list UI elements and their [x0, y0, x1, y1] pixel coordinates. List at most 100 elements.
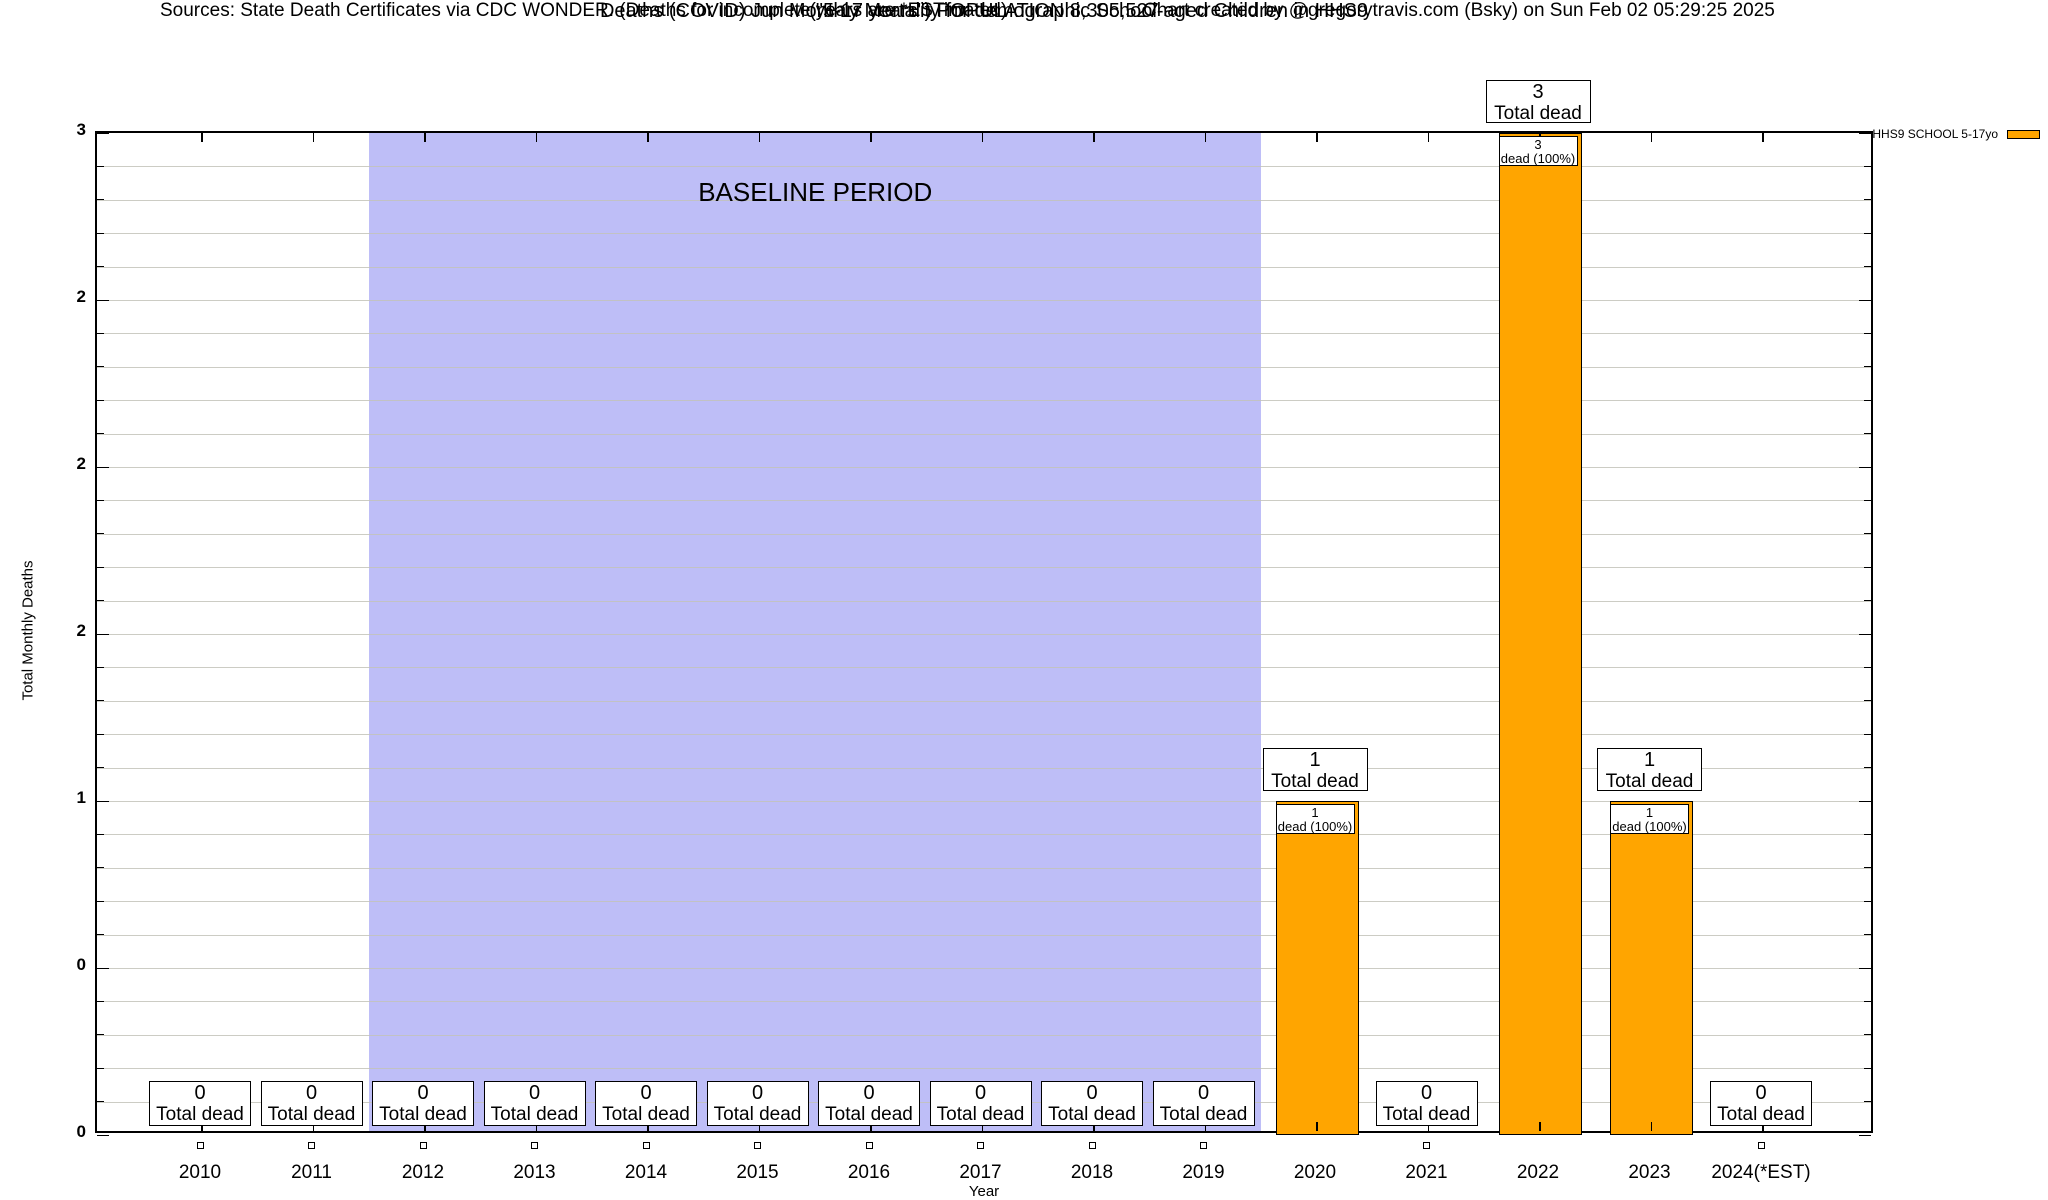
- dead-pct-text: dead (100%): [1612, 819, 1687, 834]
- y-axis-minor-tick: [1864, 566, 1871, 568]
- y-axis-minor-tick: [97, 633, 104, 635]
- x-axis-tick: [1650, 133, 1653, 142]
- x-tick-label: 2012: [401, 1162, 445, 1183]
- y-axis-minor-tick: [1864, 600, 1871, 602]
- y-axis-minor-tick: [97, 666, 104, 668]
- total-dead-text: Total dead: [1605, 771, 1694, 792]
- x-axis-tick: [424, 133, 426, 142]
- bar-2023: [1610, 801, 1693, 1135]
- zero-point-marker-2015: [754, 1142, 761, 1149]
- dead-pct-box-2020: 1 dead (100%): [1275, 804, 1355, 834]
- x-axis-tick: [201, 1122, 203, 1131]
- total-dead-value: 0: [305, 1082, 318, 1104]
- x-tick-label: 2017: [959, 1162, 1002, 1183]
- y-axis-minor-tick: [97, 266, 104, 268]
- x-tick-label: 2020: [1293, 1162, 1337, 1183]
- zero-point-marker-2024(*EST): [1757, 1142, 1765, 1149]
- x-axis-tick: [201, 133, 203, 142]
- y-axis-minor-tick: [97, 199, 104, 201]
- grid-line: [97, 600, 1871, 602]
- y-axis-minor-tick: [1864, 1067, 1871, 1069]
- x-tick-label: 2014: [624, 1162, 668, 1183]
- x-axis-tick: [1316, 133, 1318, 142]
- grid-line: [97, 199, 1871, 201]
- chart-subtitle: ("5-17 years") POPULATION 8,305,527: [809, 0, 1159, 22]
- total-dead-text: Total dead: [156, 1104, 244, 1125]
- x-axis-tick: [647, 133, 649, 142]
- x-tick-label: 2024(*EST): [1711, 1162, 1811, 1183]
- legend-color-swatch-icon: [2007, 129, 2040, 139]
- y-axis-minor-tick: [97, 1034, 104, 1036]
- x-axis-tick: [1204, 133, 1207, 142]
- dead-pct-value: 1: [1645, 805, 1654, 820]
- x-tick-label: 2019: [1182, 1162, 1225, 1183]
- y-axis-minor-tick: [97, 800, 104, 802]
- total-dead-value: 0: [974, 1082, 987, 1104]
- total-dead-box-2020: 1 Total dead: [1262, 748, 1368, 792]
- x-axis-tick: [1762, 133, 1764, 142]
- grid-line: [97, 767, 1871, 769]
- grid-line: [97, 333, 1871, 335]
- total-dead-text: Total dead: [1717, 1104, 1805, 1125]
- baseline-period-band: [369, 133, 1262, 1131]
- x-axis-tick: [647, 1122, 649, 1131]
- y-axis-minor-tick: [97, 1067, 104, 1069]
- x-axis-tick: [981, 1122, 984, 1131]
- grid-line: [97, 968, 1871, 969]
- y-axis-minor-tick: [1864, 466, 1871, 468]
- y-axis-minor-tick: [97, 833, 104, 835]
- grid-line: [97, 400, 1871, 402]
- total-dead-value: 0: [863, 1082, 875, 1104]
- total-dead-value: 1: [1309, 749, 1321, 771]
- y-axis-minor-tick: [1864, 767, 1871, 769]
- y-tick-label: 2: [76, 621, 86, 640]
- zero-point-marker-2018: [1088, 1142, 1096, 1149]
- y-tick-label: 1: [76, 788, 86, 807]
- x-axis-tick: [312, 133, 315, 142]
- y-axis-minor-tick: [97, 1000, 104, 1002]
- y-axis-minor-tick: [1864, 666, 1871, 668]
- grid-line: [97, 500, 1871, 502]
- x-axis-tick: [535, 1122, 538, 1131]
- y-axis-minor-tick: [97, 232, 104, 234]
- grid-line: [97, 634, 1871, 635]
- y-axis-minor-tick: [1864, 165, 1871, 167]
- grid-line: [97, 867, 1871, 869]
- x-axis-tick: [1316, 1122, 1318, 1131]
- total-dead-box-2016: 0 Total dead: [818, 1081, 920, 1126]
- total-dead-value: 0: [1420, 1082, 1433, 1104]
- x-tick-label: 2018: [1070, 1162, 1114, 1183]
- y-axis-minor-tick: [97, 600, 104, 602]
- y-axis-tick: [1859, 132, 1871, 134]
- x-tick-label: 2010: [178, 1162, 222, 1183]
- y-axis-minor-tick: [1864, 266, 1871, 268]
- grid-line: [97, 366, 1871, 368]
- total-dead-box-2017: 0 Total dead: [929, 1081, 1032, 1126]
- y-axis-minor-tick: [1864, 934, 1871, 936]
- y-axis-minor-tick: [97, 900, 104, 902]
- total-dead-box-2024(*EST): 0 Total dead: [1710, 1081, 1812, 1126]
- total-dead-text: Total dead: [1271, 771, 1359, 792]
- total-dead-box-2019: 0 Total dead: [1152, 1081, 1255, 1126]
- zero-point-marker-2013: [531, 1142, 538, 1149]
- x-tick-label: 2023: [1628, 1162, 1671, 1183]
- y-axis-minor-tick: [97, 967, 104, 969]
- y-axis-tick: [97, 1134, 109, 1136]
- total-dead-value: 0: [1197, 1082, 1210, 1104]
- total-dead-text: Total dead: [379, 1104, 467, 1125]
- y-axis-tick: [1859, 1134, 1871, 1136]
- chart-title: Deaths (COVID) Jun Monthly Mortality for…: [599, 0, 1369, 22]
- total-dead-value: 0: [640, 1082, 652, 1104]
- y-axis-minor-tick: [97, 733, 104, 735]
- total-dead-value: 0: [751, 1082, 764, 1104]
- grid-line: [97, 300, 1871, 301]
- x-axis-tick: [1427, 1122, 1430, 1131]
- zero-point-marker-2019: [1200, 1142, 1207, 1149]
- y-axis-minor-tick: [97, 1101, 104, 1103]
- y-axis-minor-tick: [1864, 433, 1871, 435]
- total-dead-box-2023: 1 Total dead: [1597, 748, 1702, 792]
- baseline-period-label: BASELINE PERIOD: [698, 177, 933, 207]
- y-axis-minor-tick: [97, 700, 104, 702]
- x-tick-label: 2011: [291, 1162, 332, 1183]
